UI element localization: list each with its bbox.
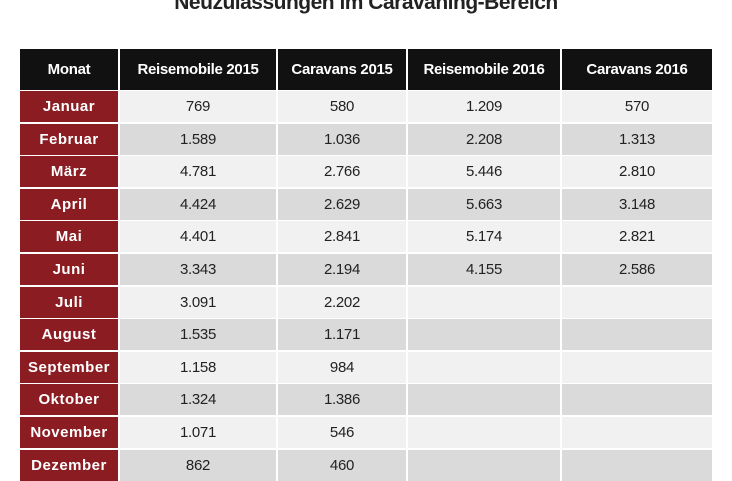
table-cell — [408, 286, 560, 318]
table-cell: 769 — [120, 91, 276, 122]
table-cell — [408, 417, 560, 448]
table-cell — [408, 449, 560, 481]
table-cell: 2.208 — [408, 123, 560, 155]
row-header: November — [20, 417, 118, 448]
table-cell: 2.194 — [278, 254, 406, 285]
table-cell: 862 — [120, 449, 276, 481]
table-cell: 4.781 — [120, 156, 276, 188]
table-cell: 580 — [278, 91, 406, 122]
column-header: Monat — [20, 49, 118, 90]
table-cell: 1.036 — [278, 123, 406, 155]
table-cell — [562, 384, 712, 416]
table-cell: 1.589 — [120, 123, 276, 155]
table-cell: 4.424 — [120, 188, 276, 220]
row-header: März — [20, 156, 118, 188]
table-cell: 1.313 — [562, 123, 712, 155]
page: Neuzulassungen im Caravaning-Bereich Mon… — [20, 0, 712, 481]
row-header: Mai — [20, 221, 118, 253]
row-header: Februar — [20, 123, 118, 155]
column-header: Caravans 2016 — [562, 49, 712, 90]
row-header: Juni — [20, 254, 118, 285]
table-cell: 984 — [278, 351, 406, 383]
table-cell — [408, 319, 560, 351]
table-cell: 3.343 — [120, 254, 276, 285]
table-cell: 2.202 — [278, 286, 406, 318]
row-header: Oktober — [20, 384, 118, 416]
table-cell: 4.401 — [120, 221, 276, 253]
table-cell — [408, 351, 560, 383]
table-cell: 2.810 — [562, 156, 712, 188]
table-cell: 2.629 — [278, 188, 406, 220]
table-cell: 1.171 — [278, 319, 406, 351]
table-cell: 5.663 — [408, 188, 560, 220]
table-cell: 2.766 — [278, 156, 406, 188]
table-cell: 2.841 — [278, 221, 406, 253]
table-cell — [408, 384, 560, 416]
table-cell — [562, 449, 712, 481]
table-cell: 5.446 — [408, 156, 560, 188]
row-header: Dezember — [20, 449, 118, 481]
row-header: September — [20, 351, 118, 383]
table-cell — [562, 286, 712, 318]
table-cell: 2.586 — [562, 254, 712, 285]
row-header: Januar — [20, 91, 118, 122]
row-header: April — [20, 188, 118, 220]
table-cell — [562, 351, 712, 383]
column-header: Reisemobile 2015 — [120, 49, 276, 90]
table-cell: 2.821 — [562, 221, 712, 253]
row-header: August — [20, 319, 118, 351]
table-cell — [562, 319, 712, 351]
table-cell: 1.071 — [120, 417, 276, 448]
table-cell: 1.209 — [408, 91, 560, 122]
table-cell: 546 — [278, 417, 406, 448]
table-cell: 5.174 — [408, 221, 560, 253]
table-cell: 1.535 — [120, 319, 276, 351]
table-cell: 3.091 — [120, 286, 276, 318]
table-title: Neuzulassungen im Caravaning-Bereich — [174, 0, 558, 14]
table-cell — [562, 417, 712, 448]
column-header: Caravans 2015 — [278, 49, 406, 90]
table-cell: 1.158 — [120, 351, 276, 383]
table-cell: 3.148 — [562, 188, 712, 220]
table-cell: 1.324 — [120, 384, 276, 416]
table-cell: 570 — [562, 91, 712, 122]
column-header: Reisemobile 2016 — [408, 49, 560, 90]
table-cell: 4.155 — [408, 254, 560, 285]
table-cell: 1.386 — [278, 384, 406, 416]
table-cell: 460 — [278, 449, 406, 481]
row-header: Juli — [20, 286, 118, 318]
